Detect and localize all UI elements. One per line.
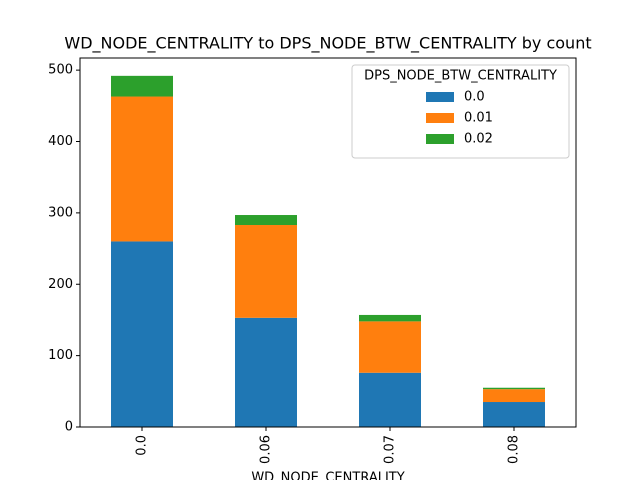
plot-frame	[79, 57, 577, 428]
x-tick-label: 0.06	[259, 435, 274, 464]
bar-segment	[359, 372, 421, 427]
legend-label: 0.01	[464, 111, 493, 126]
bar-segment	[235, 317, 297, 427]
x-tick-label: 0.08	[507, 435, 522, 464]
legend-swatch	[426, 134, 454, 144]
y-tick-label: 200	[48, 277, 73, 292]
legend-box	[351, 64, 570, 159]
chart-title: WD_NODE_CENTRALITY to DPS_NODE_BTW_CENTR…	[64, 34, 591, 54]
x-tick-label: 0.0	[135, 435, 150, 456]
legend-title: DPS_NODE_BTW_CENTRALITY	[364, 69, 557, 84]
legend-label: 0.0	[464, 90, 485, 105]
bar-segment	[235, 215, 297, 226]
y-tick-label: 400	[48, 134, 73, 149]
bar-segment	[359, 314, 421, 322]
y-tick-label: 300	[48, 205, 73, 220]
bar-segment	[111, 241, 173, 427]
y-tick-label: 100	[48, 348, 73, 363]
legend-swatch	[426, 113, 454, 123]
bar-segment	[235, 225, 297, 318]
x-axis-label: WD_NODE_CENTRALITY	[251, 471, 404, 480]
bar-segment	[483, 389, 545, 403]
bar-segment	[483, 387, 545, 390]
legend-swatch	[426, 92, 454, 102]
bar-segment	[359, 321, 421, 373]
y-tick-label: 500	[48, 63, 73, 78]
x-tick-label: 0.07	[383, 435, 398, 464]
bar-segment	[111, 96, 173, 242]
y-tick-label: 0	[65, 420, 73, 435]
legend-label: 0.02	[464, 132, 493, 147]
bar-segment	[483, 402, 545, 427]
bar-segment	[111, 75, 173, 97]
